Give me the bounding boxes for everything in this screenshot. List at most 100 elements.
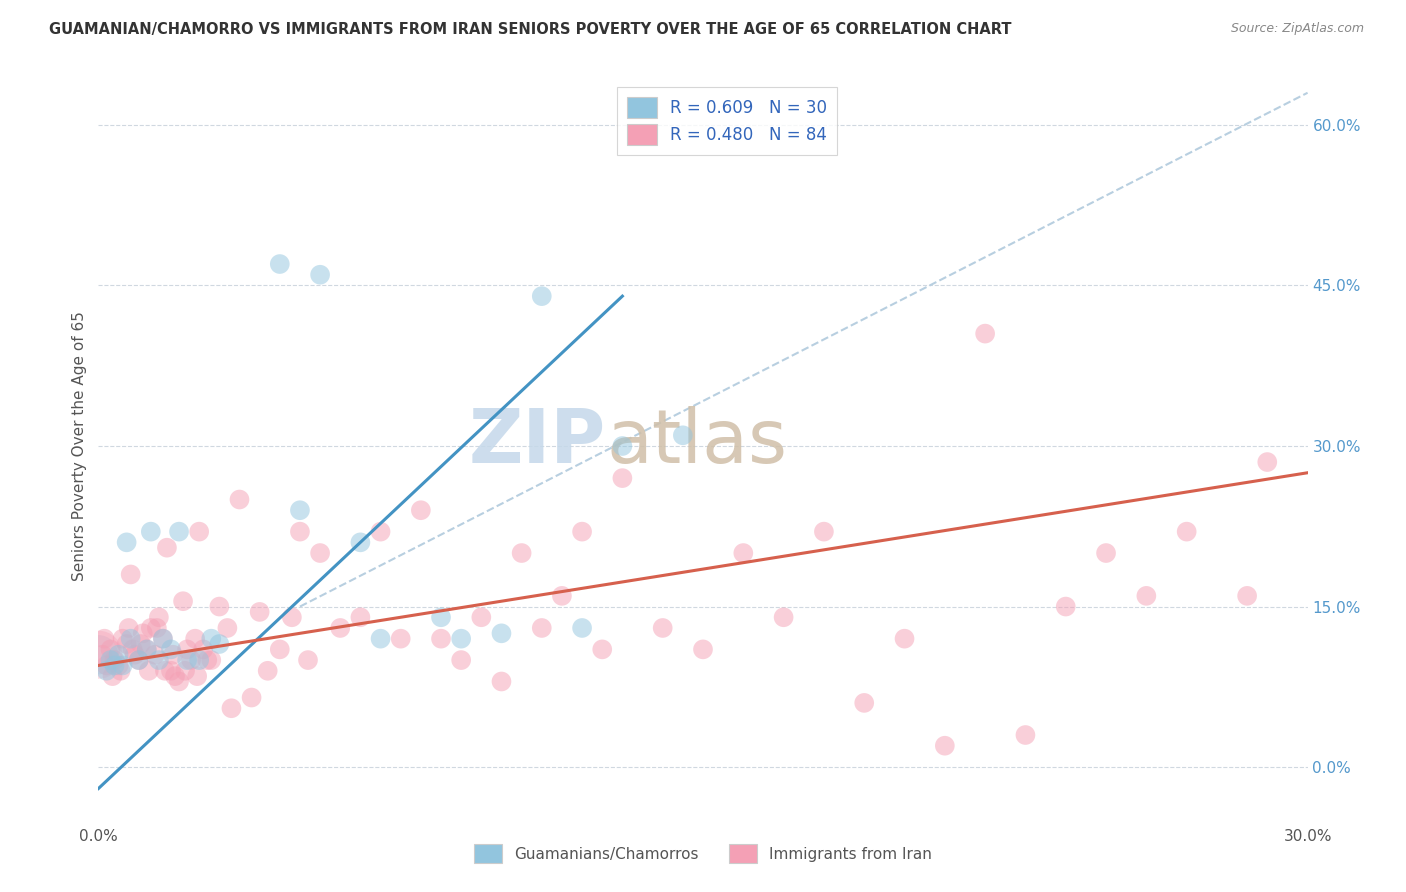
Point [176,653,198,667]
Text: Source: ZipAtlas.com: Source: ZipAtlas.com [1230,22,1364,36]
Point [193,642,215,657]
Point [135,642,157,657]
Point [120,567,142,582]
Point [853,696,876,710]
Point [240,690,263,705]
Point [128,653,150,667]
Point [110,664,132,678]
Point [430,632,453,646]
Point [208,637,231,651]
Point [163,669,186,683]
Point [491,626,513,640]
Point [1054,599,1077,614]
Point [115,637,138,651]
Point [162,648,184,662]
Point [772,610,794,624]
Point [124,648,146,662]
Point [571,621,593,635]
Point [156,541,179,555]
Point [167,524,190,539]
Text: GUAMANIAN/CHAMORRO VS IMMIGRANTS FROM IRAN SENIORS POVERTY OVER THE AGE OF 65 CO: GUAMANIAN/CHAMORRO VS IMMIGRANTS FROM IR… [49,22,1012,37]
Point [1256,455,1278,469]
Point [530,289,553,303]
Point [96,664,118,678]
Point [470,610,492,624]
Point [200,653,222,667]
Point [370,524,392,539]
Point [1135,589,1157,603]
Point [111,658,134,673]
Point [893,632,915,646]
Point [96,658,118,673]
Point [269,642,291,657]
Point [188,653,211,667]
Point [103,653,125,667]
Point [1236,589,1258,603]
Point [138,664,160,678]
Point [100,653,122,667]
Point [281,610,304,624]
Point [180,653,202,667]
Point [176,642,198,657]
Point [491,674,513,689]
Point [118,621,141,635]
Text: atlas: atlas [606,406,787,479]
Point [135,642,157,657]
Point [221,701,243,715]
Point [612,439,634,453]
Point [160,664,183,678]
Point [571,524,593,539]
Point [692,642,714,657]
Point [217,621,239,635]
Point [591,642,613,657]
Point [107,658,129,673]
Point [107,648,129,662]
Point [146,621,169,635]
Point [91,648,114,662]
Point [974,326,997,341]
Point [813,524,835,539]
Point [200,632,222,646]
Point [409,503,432,517]
Point [152,632,174,646]
Point [269,257,291,271]
Point [297,653,319,667]
Point [672,428,695,442]
Point [370,632,392,646]
Point [132,626,155,640]
Point [115,535,138,549]
Point [184,632,207,646]
Point [143,648,166,662]
Point [510,546,533,560]
Point [167,674,190,689]
Point [152,632,174,646]
Point [148,610,170,624]
Point [172,594,194,608]
Point [111,632,134,646]
Point [256,664,278,678]
Point [87,648,110,662]
Point [139,621,162,635]
Point [309,268,332,282]
Point [612,471,634,485]
Point [309,546,332,560]
Point [349,610,371,624]
Point [530,621,553,635]
Point [186,669,208,683]
Point [101,669,124,683]
Point [430,610,453,624]
Point [551,589,574,603]
Point [139,524,162,539]
Point [450,632,472,646]
Point [129,637,152,651]
Point [153,664,176,678]
Point [1014,728,1036,742]
Point [329,621,352,635]
Point [389,632,412,646]
Point [93,632,115,646]
Point [160,642,183,657]
Point [120,632,142,646]
Point [103,658,125,673]
Point [121,642,143,657]
Y-axis label: Seniors Poverty Over the Age of 65: Seniors Poverty Over the Age of 65 [72,311,87,581]
